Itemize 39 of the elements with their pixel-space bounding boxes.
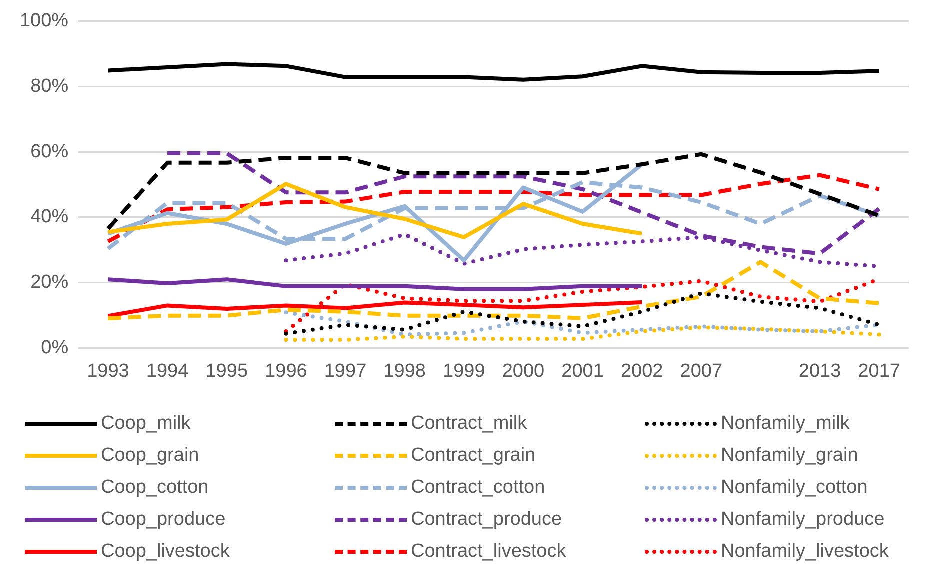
x-tick-label: 2017 bbox=[858, 360, 900, 382]
legend-label: Contract_grain bbox=[411, 445, 536, 467]
line-series bbox=[284, 292, 882, 336]
legend-label: Nonfamily_cotton bbox=[721, 477, 868, 499]
y-tick-label: 100% bbox=[20, 10, 69, 32]
y-tick-label: 80% bbox=[30, 76, 69, 97]
y-tick-label: 60% bbox=[30, 141, 69, 162]
x-tick-label: 1993 bbox=[87, 360, 130, 382]
x-tick-label: 1998 bbox=[384, 360, 426, 382]
line-series bbox=[106, 152, 882, 231]
x-tick-label: 1995 bbox=[206, 360, 248, 382]
legend-label: Coop_livestock bbox=[101, 541, 230, 563]
x-tick-label: 1994 bbox=[146, 360, 190, 382]
legend-label: Contract_livestock bbox=[411, 541, 566, 563]
legend-label: Coop_produce bbox=[101, 509, 226, 531]
x-tick-label: 1996 bbox=[265, 360, 308, 382]
legend-label: Coop_milk bbox=[101, 413, 191, 435]
x-tick-label: 2001 bbox=[562, 360, 604, 382]
x-tick-label: 1999 bbox=[443, 360, 486, 382]
y-tick-label: 20% bbox=[30, 272, 69, 294]
legend-label: Nonfamily_milk bbox=[721, 413, 850, 435]
x-tick-label: 2002 bbox=[620, 360, 664, 382]
legend-label: Contract_produce bbox=[411, 509, 562, 531]
legend-label: Nonfamily_grain bbox=[721, 445, 858, 467]
line-series bbox=[284, 326, 882, 342]
x-tick-label: 2000 bbox=[502, 360, 545, 382]
legend-label: Coop_cotton bbox=[101, 477, 209, 499]
x-tick-label: 2013 bbox=[798, 360, 842, 382]
x-tick-label: 1997 bbox=[324, 360, 367, 382]
line-series bbox=[106, 173, 882, 244]
legend-label: Coop_grain bbox=[101, 445, 200, 467]
legend-label: Contract_cotton bbox=[411, 477, 546, 499]
legend-label: Nonfamily_livestock bbox=[721, 541, 889, 563]
x-tick-label: 2007 bbox=[680, 360, 723, 382]
y-tick-label: 0% bbox=[41, 337, 69, 358]
line-series bbox=[106, 260, 882, 320]
y-tick-label: 40% bbox=[30, 206, 69, 228]
legend-label: Nonfamily_produce bbox=[721, 509, 885, 531]
legend-label: Contract_milk bbox=[411, 413, 528, 435]
